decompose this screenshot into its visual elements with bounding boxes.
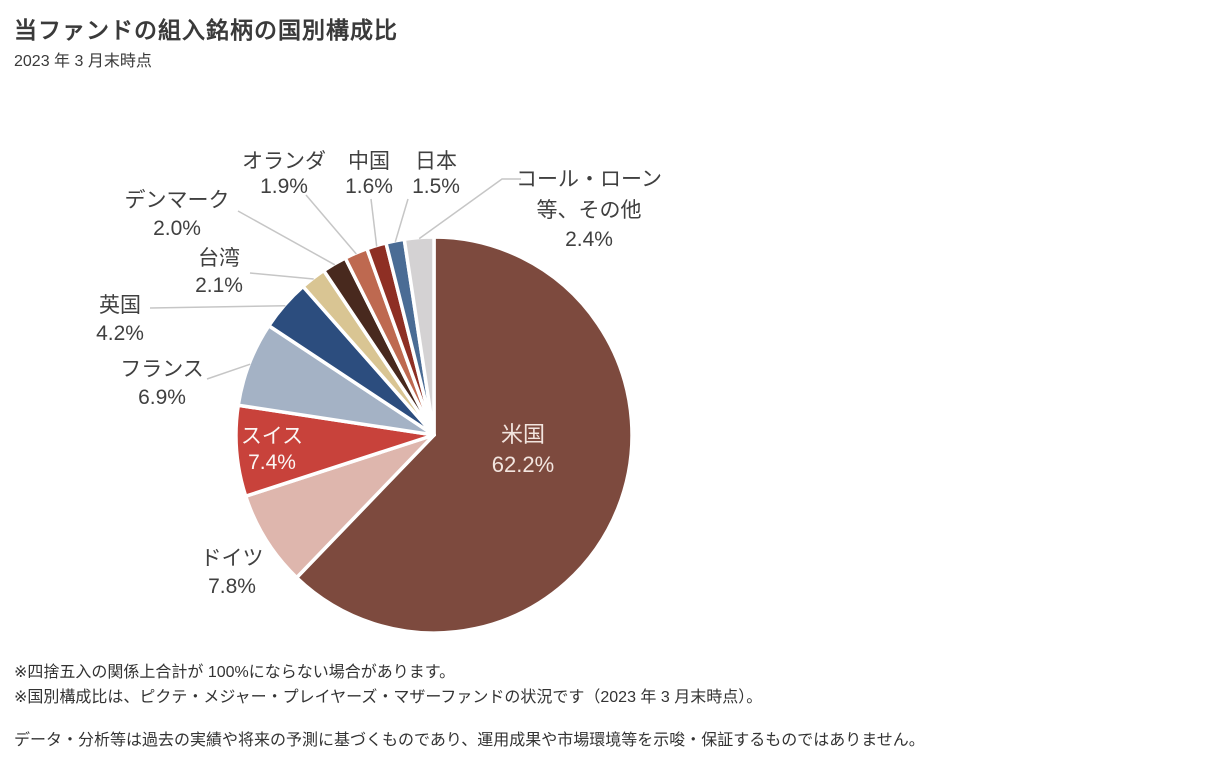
slice-label-china-line-1: 中国 xyxy=(348,150,390,173)
slice-label-japan-line-2: 1.5% xyxy=(412,175,460,198)
disclaimer-text: データ・分析等は過去の実績や将来の予測に基づくものであり、運用成果や市場環境等を… xyxy=(14,732,925,749)
as-of-date: 2023 年 3 月末時点 xyxy=(14,53,152,70)
slice-label-japan: 日本1.5% xyxy=(412,150,460,198)
leader-line-china xyxy=(370,198,378,247)
footnote-source: ※国別構成比は、ピクテ・メジャー・プレイヤーズ・マザーファンドの状況です（202… xyxy=(14,689,763,706)
leader-line-denmark xyxy=(237,210,336,266)
slice-label-usa: 米国 62.2% xyxy=(492,422,554,477)
slice-label-denmark-line-2: 2.0% xyxy=(153,217,201,240)
pie-slice-usa xyxy=(294,235,634,635)
slice-label-taiwan: 台湾 2.1% xyxy=(195,247,243,297)
slice-label-germany-line-2: 7.8% xyxy=(208,575,256,598)
slice-label-switzerland: スイス 7.4% xyxy=(241,425,303,474)
slice-label-france-line-1: フランス xyxy=(120,358,204,381)
slice-label-france: フランス 6.9% xyxy=(120,358,204,409)
slice-label-usa-line-1: 米国 xyxy=(501,422,545,447)
slice-label-uk-line-2: 4.2% xyxy=(96,322,144,345)
page-title: 当ファンドの組入銘柄の国別構成比 xyxy=(14,17,398,43)
slice-label-call-loan-line-2: 等、その他 xyxy=(537,199,642,222)
slice-label-netherlands-line-2: 1.9% xyxy=(260,175,308,198)
leader-line-japan xyxy=(394,198,409,243)
slice-label-switzerland-line-1: スイス xyxy=(241,425,303,448)
slice-label-switzerland-line-2: 7.4% xyxy=(248,451,296,474)
leader-line-call-loan xyxy=(418,178,521,240)
leader-line-netherlands xyxy=(305,194,357,255)
leader-line-taiwan xyxy=(249,272,314,280)
footnote-rounding: ※四捨五入の関係上合計が 100%にならない場合があります。 xyxy=(14,664,456,681)
pie-slice-call-loan xyxy=(402,235,436,437)
footnotes: ※四捨五入の関係上合計が 100%にならない場合があります。 ※国別構成比は、ピ… xyxy=(14,660,762,710)
slice-label-call-loan-line-1: コール・ローン xyxy=(516,168,662,191)
leader-line-uk xyxy=(149,304,286,309)
slice-label-netherlands-line-1: オランダ xyxy=(242,150,326,173)
slice-label-germany-line-1: ドイツ xyxy=(201,547,264,570)
slice-label-uk: 英国 4.2% xyxy=(96,294,144,345)
slice-label-denmark: デンマーク 2.0% xyxy=(125,189,230,240)
slice-label-japan-line-1: 日本 xyxy=(415,150,457,173)
slice-label-germany: ドイツ 7.8% xyxy=(201,547,264,598)
slice-label-china-line-2: 1.6% xyxy=(345,175,393,198)
pie-slice-germany xyxy=(243,433,436,580)
slice-label-denmark-line-1: デンマーク xyxy=(125,189,230,212)
slice-label-usa-line-2: 62.2% xyxy=(492,452,554,477)
leader-line-france xyxy=(206,363,251,380)
slice-label-call-loan-line-3: 2.4% xyxy=(565,228,613,251)
slice-label-uk-line-1: 英国 xyxy=(99,294,141,317)
slice-label-china: 中国1.6% xyxy=(345,150,393,198)
slice-label-france-line-2: 6.9% xyxy=(138,386,186,409)
slice-label-taiwan-line-2: 2.1% xyxy=(195,274,243,297)
slice-label-taiwan-line-1: 台湾 xyxy=(198,247,240,270)
